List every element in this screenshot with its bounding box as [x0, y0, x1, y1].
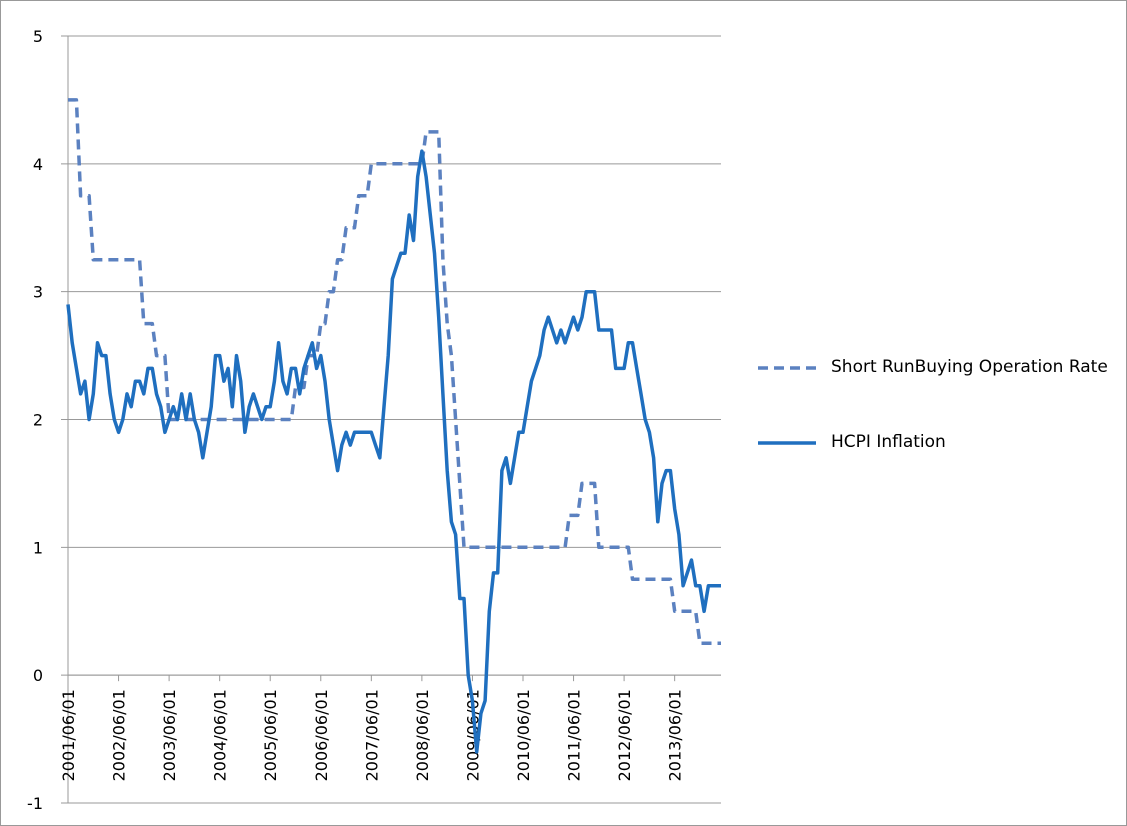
x-tick-label: 2012/06/01	[615, 689, 634, 781]
x-tick-label: 2007/06/01	[362, 689, 381, 781]
x-tick-label: 2003/06/01	[160, 689, 179, 781]
y-tick-label: 2	[33, 411, 43, 430]
legend-label: HCPI Inflation	[831, 432, 946, 452]
y-tick-label: 4	[33, 155, 43, 174]
x-tick-label: 2013/06/01	[666, 689, 685, 781]
y-tick-label: 5	[33, 27, 43, 46]
x-tick-label: 2011/06/01	[565, 689, 584, 781]
series-line	[66, 149, 721, 754]
y-tick-label: 3	[33, 283, 43, 302]
x-tick-label: 2006/06/01	[312, 689, 331, 781]
y-tick-label: 0	[33, 666, 43, 685]
legend-label: Short RunBuying Operation Rate	[831, 357, 1108, 377]
x-tick-label: 2010/06/01	[514, 689, 533, 781]
x-tick-label: 2005/06/01	[261, 689, 280, 781]
x-tick-label: 2002/06/01	[110, 689, 129, 781]
y-tick-label: 1	[33, 538, 43, 557]
x-tick-label: 2009/06/01	[463, 689, 482, 781]
x-tick-label: 2004/06/01	[211, 689, 230, 781]
x-tick-label: 2008/06/01	[413, 689, 432, 781]
series-line	[68, 98, 721, 645]
x-tick-label: 2001/06/01	[59, 689, 78, 781]
y-tick-label: -1	[27, 794, 43, 813]
